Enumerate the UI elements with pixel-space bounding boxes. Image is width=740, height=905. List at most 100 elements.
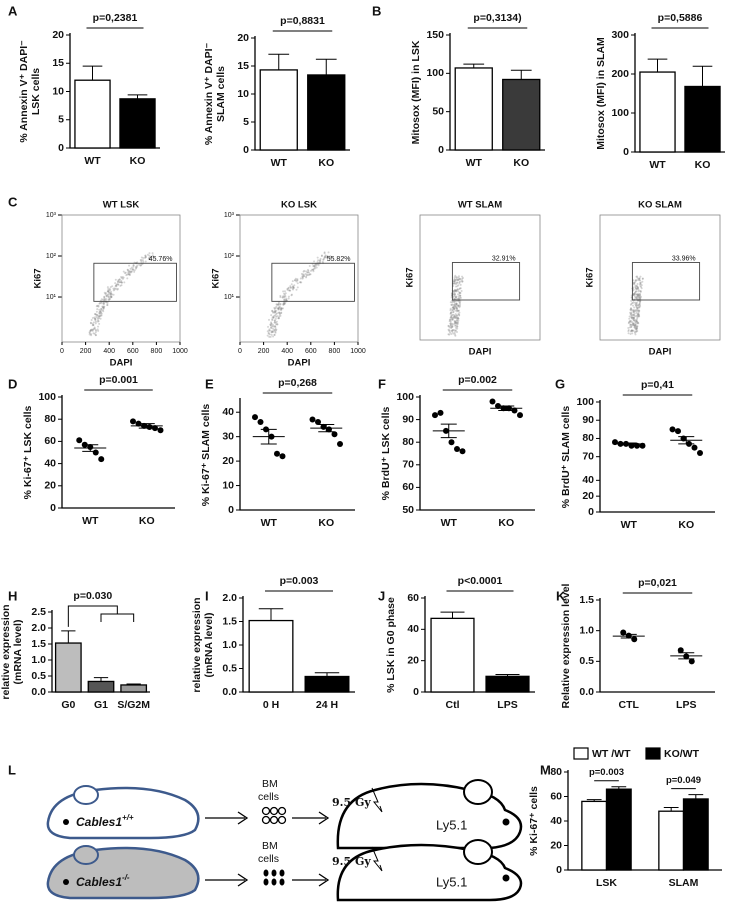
event <box>453 307 456 310</box>
event <box>630 314 633 317</box>
event <box>97 320 100 323</box>
event <box>100 314 103 317</box>
event <box>274 307 277 310</box>
event <box>455 303 458 306</box>
y-tick-label: 15 <box>237 60 249 72</box>
event <box>638 295 641 298</box>
event <box>451 329 454 332</box>
event <box>450 322 453 325</box>
data-point <box>432 412 438 419</box>
chart-dot: E 0 10 20 30 40 % Ki-67⁺ SLAM cells WT KO p=0,268 <box>200 376 355 529</box>
event <box>314 264 317 267</box>
sem-bar <box>260 428 277 445</box>
event <box>272 316 275 319</box>
chart-bar: I 0.0 0.5 1.0 1.5 2.0 relative expression (mRNA… <box>191 575 355 711</box>
event <box>279 303 282 306</box>
event <box>453 303 456 306</box>
x-tick-label: 1000 <box>172 348 188 355</box>
event <box>633 326 636 329</box>
event <box>461 280 464 283</box>
event <box>116 287 119 290</box>
event <box>146 253 149 256</box>
event <box>455 329 458 332</box>
event <box>272 310 275 313</box>
event <box>452 291 455 294</box>
event <box>632 324 635 327</box>
event <box>639 275 642 278</box>
event <box>322 258 325 261</box>
event <box>636 306 639 309</box>
event <box>279 307 282 310</box>
event <box>94 334 97 337</box>
event <box>324 254 327 257</box>
event <box>299 277 302 280</box>
event <box>634 323 637 326</box>
significance-bracket <box>67 605 135 627</box>
event <box>639 279 642 282</box>
event <box>455 314 458 317</box>
event <box>638 304 641 307</box>
event <box>98 310 101 313</box>
event <box>109 294 112 297</box>
event <box>453 319 456 322</box>
event <box>280 307 283 310</box>
y-tick-label: 300 <box>611 29 629 41</box>
event <box>633 282 636 285</box>
event <box>453 329 456 332</box>
cells-label: cells <box>258 853 279 865</box>
event <box>109 292 112 295</box>
event <box>635 296 638 299</box>
bar <box>658 810 685 871</box>
event <box>307 271 310 274</box>
event <box>636 322 639 325</box>
y-axis-label: Ki67 <box>405 267 416 287</box>
event <box>637 296 640 299</box>
event <box>122 270 125 273</box>
event <box>281 307 284 310</box>
bar <box>259 69 298 151</box>
event <box>449 322 452 325</box>
event <box>120 281 123 284</box>
event <box>450 316 453 319</box>
event <box>630 313 633 316</box>
sem-bar <box>678 652 695 660</box>
event <box>295 288 298 291</box>
event <box>93 312 96 315</box>
event <box>634 279 637 282</box>
event <box>279 294 282 297</box>
event <box>458 291 461 294</box>
event <box>276 315 279 318</box>
event <box>139 264 142 267</box>
event <box>451 325 454 328</box>
event <box>630 308 633 311</box>
event <box>319 260 322 263</box>
event-cloud <box>447 274 465 337</box>
y-tick-label: 20 <box>407 654 419 666</box>
event <box>453 290 456 293</box>
event <box>129 271 132 274</box>
event <box>279 314 282 317</box>
event <box>91 329 94 332</box>
event <box>114 282 117 285</box>
event <box>630 326 633 329</box>
data-point <box>76 437 83 444</box>
event <box>455 290 458 293</box>
chart-bar: A 0 5 10 15 20 % Annexin V⁺ DAPI⁻ LSK cells WT KO… <box>8 3 160 167</box>
event <box>635 328 638 331</box>
event <box>97 304 100 307</box>
y-tick-label: 20 <box>44 480 56 492</box>
event <box>108 293 111 296</box>
event <box>276 323 279 326</box>
event <box>629 311 632 314</box>
event <box>300 272 303 275</box>
event <box>273 334 276 337</box>
event <box>269 335 272 338</box>
event <box>287 287 290 290</box>
dose-label: 9.5 Gy <box>332 796 371 809</box>
event <box>326 256 329 259</box>
event <box>458 302 461 305</box>
event <box>115 285 118 288</box>
event <box>634 301 637 304</box>
event <box>113 287 116 290</box>
gate-label: 45.76% <box>149 256 173 263</box>
